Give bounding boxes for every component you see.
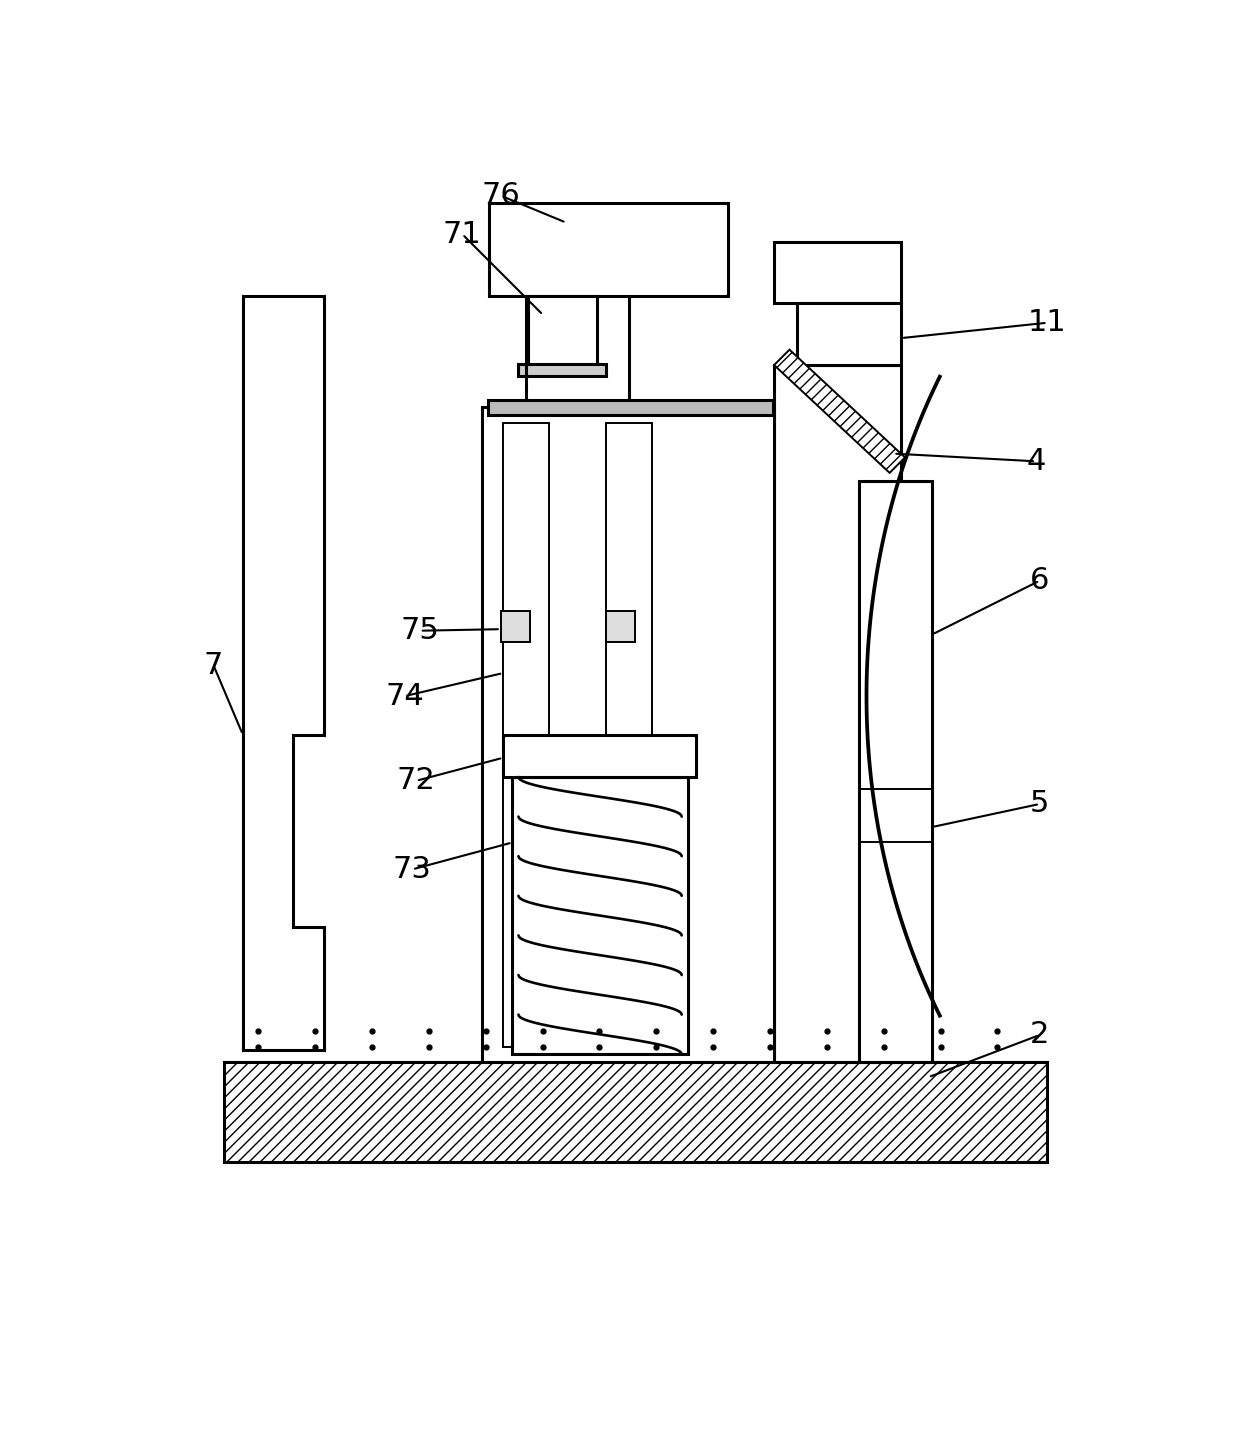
Bar <box>487 400 773 416</box>
Text: 2: 2 <box>1030 1021 1049 1050</box>
Text: 11: 11 <box>1028 308 1066 336</box>
Bar <box>501 611 529 643</box>
Text: 4: 4 <box>1027 447 1045 476</box>
Polygon shape <box>774 349 905 473</box>
Text: 75: 75 <box>401 617 439 646</box>
Text: 73: 73 <box>393 856 432 884</box>
Text: 5: 5 <box>1030 789 1049 818</box>
Bar <box>606 611 635 643</box>
Text: 74: 74 <box>386 682 424 710</box>
Bar <box>490 203 728 296</box>
Bar <box>518 364 606 375</box>
Bar <box>528 296 596 372</box>
Text: 71: 71 <box>443 220 481 249</box>
Bar <box>606 423 652 1047</box>
Bar <box>859 480 932 1061</box>
Bar <box>774 365 901 1061</box>
Text: 6: 6 <box>1030 567 1049 595</box>
Bar <box>797 303 901 365</box>
Bar <box>503 423 549 1047</box>
Bar <box>512 777 688 1054</box>
Text: 76: 76 <box>481 181 520 210</box>
Bar <box>223 1061 1048 1162</box>
Bar <box>481 407 774 1061</box>
Bar <box>503 735 696 777</box>
Text: 7: 7 <box>203 651 223 680</box>
Bar <box>512 777 688 1054</box>
Bar <box>774 242 901 303</box>
Text: 72: 72 <box>397 766 435 795</box>
Polygon shape <box>243 296 324 1050</box>
